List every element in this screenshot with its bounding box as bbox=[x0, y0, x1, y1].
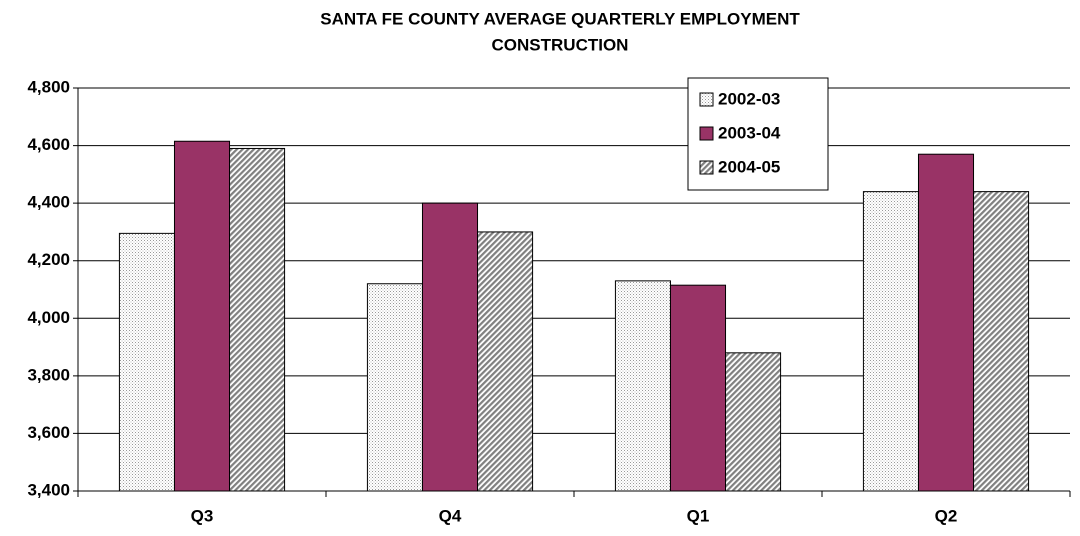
y-tick-label: 3,400 bbox=[27, 480, 70, 499]
legend-label: 2002-03 bbox=[718, 89, 780, 108]
chart-subtitle: CONSTRUCTION bbox=[492, 35, 629, 54]
x-tick-label: Q4 bbox=[439, 506, 462, 525]
legend-swatch bbox=[699, 160, 714, 175]
x-tick-label: Q2 bbox=[935, 506, 958, 525]
chart-title: SANTA FE COUNTY AVERAGE QUARTERLY EMPLOY… bbox=[320, 9, 800, 28]
y-tick-label: 4,200 bbox=[27, 250, 70, 269]
bar bbox=[118, 232, 175, 492]
bar bbox=[229, 147, 286, 492]
bar bbox=[917, 153, 975, 492]
bar bbox=[973, 191, 1030, 492]
y-tick-label: 3,600 bbox=[27, 423, 70, 442]
legend-swatch bbox=[699, 92, 714, 107]
legend-label: 2003-04 bbox=[718, 123, 781, 142]
bar bbox=[725, 352, 782, 492]
bar bbox=[421, 202, 479, 492]
y-tick-label: 4,600 bbox=[27, 135, 70, 154]
bar bbox=[862, 191, 919, 492]
bar bbox=[669, 284, 727, 492]
y-tick-label: 4,400 bbox=[27, 193, 70, 212]
y-tick-label: 4,800 bbox=[27, 77, 70, 96]
bar bbox=[173, 140, 231, 492]
x-tick-label: Q3 bbox=[191, 506, 214, 525]
y-tick-label: 4,000 bbox=[27, 308, 70, 327]
bar bbox=[614, 280, 671, 492]
bar bbox=[366, 283, 423, 492]
legend-swatch bbox=[699, 126, 714, 141]
legend-label: 2004-05 bbox=[718, 157, 780, 176]
bar bbox=[477, 231, 534, 492]
x-tick-label: Q1 bbox=[687, 506, 710, 525]
y-tick-label: 3,800 bbox=[27, 365, 70, 384]
